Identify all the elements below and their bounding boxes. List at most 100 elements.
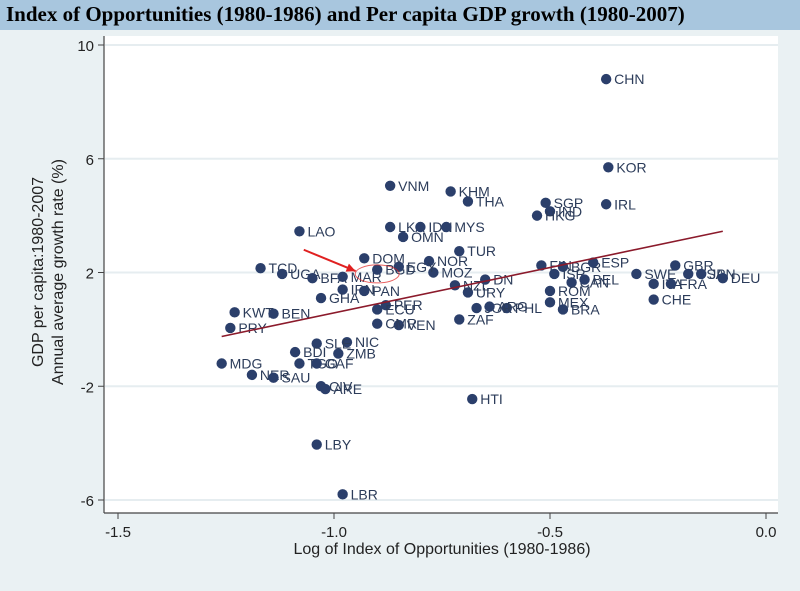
data-point bbox=[566, 277, 577, 288]
x-tick-label: -0.5 bbox=[537, 524, 563, 541]
point-label: BEL bbox=[593, 272, 620, 288]
data-point bbox=[307, 272, 318, 284]
data-point bbox=[294, 358, 305, 369]
point-label: HKG bbox=[545, 208, 575, 224]
data-point bbox=[603, 162, 614, 173]
data-point bbox=[544, 206, 556, 217]
point-label: ARG bbox=[498, 299, 528, 315]
data-point bbox=[289, 346, 301, 358]
point-label: PER bbox=[394, 297, 423, 313]
point-label: TUR bbox=[467, 243, 496, 259]
data-point bbox=[557, 304, 569, 315]
y-axis-label-line1: GDP per capita:1980-2007 bbox=[30, 177, 47, 367]
point-label: SAU bbox=[282, 370, 311, 386]
point-label: BDI bbox=[303, 344, 326, 360]
point-label: ZAF bbox=[467, 311, 493, 327]
point-label: THA bbox=[476, 193, 505, 209]
data-point bbox=[216, 358, 227, 369]
point-label: LBY bbox=[325, 437, 352, 453]
data-point bbox=[670, 260, 681, 271]
data-point bbox=[337, 284, 348, 295]
plot-area bbox=[104, 36, 778, 513]
data-point bbox=[268, 308, 279, 319]
data-point bbox=[501, 302, 512, 314]
point-label: GAF bbox=[325, 356, 354, 372]
point-label: OMN bbox=[411, 229, 444, 245]
point-label: CHN bbox=[614, 71, 644, 87]
data-point bbox=[311, 439, 322, 450]
data-point bbox=[276, 268, 288, 280]
x-axis-label: Log of Index of Opportunities (1980-1986… bbox=[293, 541, 590, 558]
point-label: NOR bbox=[437, 253, 468, 269]
data-point bbox=[423, 255, 435, 267]
data-point bbox=[268, 372, 279, 383]
point-label: PHL bbox=[515, 300, 542, 316]
data-point bbox=[337, 489, 348, 500]
highlight-ellipse bbox=[354, 264, 400, 284]
point-label: SGP bbox=[554, 195, 584, 211]
point-label: ZMB bbox=[346, 346, 376, 362]
data-point bbox=[696, 268, 707, 280]
y-tick-label: 6 bbox=[86, 152, 94, 169]
data-point bbox=[311, 338, 322, 349]
data-point bbox=[531, 210, 543, 221]
data-point bbox=[454, 245, 465, 257]
fit-line bbox=[221, 230, 723, 338]
data-point bbox=[393, 319, 404, 331]
data-point bbox=[549, 268, 560, 280]
y-tick-label: -2 bbox=[81, 379, 94, 396]
point-label: CIV bbox=[329, 378, 353, 394]
point-label: MDG bbox=[230, 356, 263, 372]
point-label: BRA bbox=[571, 301, 600, 317]
x-tick-label: -1.0 bbox=[321, 524, 347, 541]
point-label: FRA bbox=[679, 276, 708, 292]
data-point bbox=[462, 196, 474, 207]
data-point bbox=[359, 285, 370, 297]
point-label: GHA bbox=[329, 290, 360, 306]
point-label: HTI bbox=[480, 391, 503, 407]
point-label: SWE bbox=[644, 266, 676, 282]
point-label: DOM bbox=[372, 250, 405, 266]
data-point bbox=[397, 231, 409, 243]
data-point bbox=[415, 221, 426, 233]
x-tick-label: -1.5 bbox=[105, 524, 131, 541]
point-label: ECU bbox=[385, 301, 415, 317]
data-point bbox=[337, 271, 348, 282]
point-label: KOR bbox=[616, 159, 646, 175]
point-label: MOZ bbox=[441, 265, 473, 281]
data-point bbox=[471, 302, 482, 314]
title-bar: Index of Opportunities (1980-1986) and P… bbox=[0, 0, 800, 30]
data-point bbox=[384, 221, 396, 233]
data-point bbox=[600, 199, 612, 210]
data-point bbox=[648, 278, 659, 290]
x-tick-label: 0.0 bbox=[756, 524, 777, 541]
point-label: LAO bbox=[307, 223, 335, 239]
point-label: CHE bbox=[662, 292, 692, 308]
point-label: VEN bbox=[407, 317, 436, 333]
point-label: EGY bbox=[407, 259, 437, 275]
y-axis-label-line2: Annual average growth rate (%) bbox=[50, 159, 67, 385]
data-point bbox=[372, 304, 383, 315]
data-point bbox=[359, 253, 370, 264]
data-point bbox=[536, 260, 547, 271]
data-point bbox=[445, 186, 456, 197]
data-point bbox=[648, 294, 659, 305]
point-label: ESP bbox=[601, 255, 629, 271]
data-point bbox=[631, 268, 642, 280]
point-label: ROM bbox=[558, 283, 591, 299]
data-point bbox=[246, 369, 258, 381]
data-point bbox=[372, 264, 383, 275]
point-label: BEN bbox=[282, 306, 311, 322]
data-point bbox=[372, 318, 383, 329]
point-label: TCD bbox=[269, 260, 298, 276]
data-point bbox=[588, 257, 599, 268]
data-point bbox=[311, 358, 322, 369]
point-label: LBR bbox=[351, 486, 378, 502]
y-tick-label: 10 bbox=[77, 38, 94, 55]
data-point bbox=[225, 322, 236, 334]
data-point bbox=[315, 292, 327, 304]
gridlines bbox=[105, 44, 778, 501]
data-point bbox=[484, 301, 495, 312]
data-point bbox=[454, 314, 465, 325]
